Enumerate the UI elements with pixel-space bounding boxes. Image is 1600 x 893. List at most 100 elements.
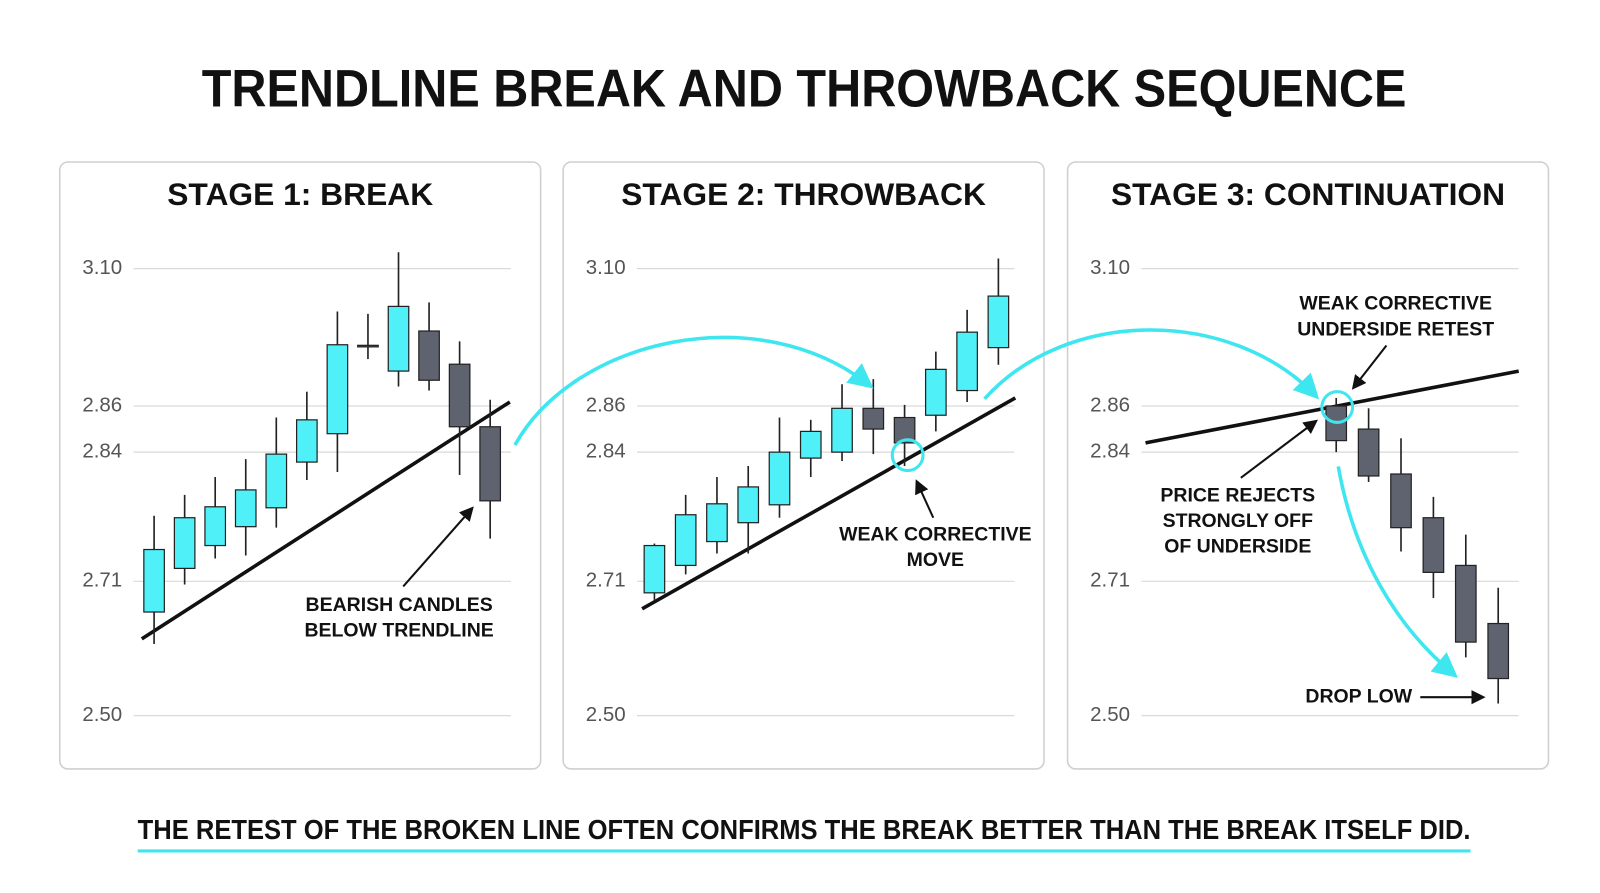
annotation-text: PRICE REJECTS: [1160, 484, 1315, 506]
candle-body: [265, 453, 288, 509]
candle: [265, 417, 288, 528]
y-tick-label: 3.10: [82, 256, 122, 279]
y-tick-label: 2.84: [82, 440, 122, 463]
annotation-arrow: [1351, 344, 1388, 390]
candle-body: [448, 363, 471, 428]
candle: [831, 384, 853, 462]
candle: [924, 351, 947, 432]
candle: [706, 476, 728, 554]
highlight-circle: [1320, 390, 1355, 424]
y-tick-label: 2.84: [586, 440, 626, 463]
candle: [799, 419, 822, 477]
candle-body: [768, 451, 791, 506]
candle-body: [737, 486, 760, 524]
candle: [387, 252, 410, 387]
candle-body: [387, 305, 410, 372]
y-tick-label: 2.50: [82, 703, 122, 726]
y-tick-label: 2.71: [82, 569, 122, 592]
annotation-text: MOVE: [907, 549, 964, 571]
annotation-text: WEAK CORRECTIVE: [1299, 293, 1492, 315]
candle: [987, 258, 1010, 365]
candle-body: [674, 514, 697, 567]
annotation-text: BELOW TRENDLINE: [304, 620, 493, 642]
candle: [1454, 534, 1477, 658]
annotation-text: STRONGLY OFF: [1163, 510, 1313, 532]
y-tick-label: 2.71: [586, 569, 626, 592]
candle-body: [479, 426, 502, 502]
y-tick-label: 2.86: [1090, 393, 1130, 416]
candle: [418, 302, 440, 391]
y-tick-label: 2.86: [82, 393, 122, 416]
candle-body: [1422, 517, 1445, 573]
panel-frame: [562, 161, 1045, 770]
connector-arrow: [513, 335, 874, 446]
y-tick-label: 2.71: [1090, 569, 1130, 592]
candle: [234, 459, 257, 556]
panel-frame: [1066, 161, 1550, 770]
candle: [674, 494, 697, 575]
candle-body: [799, 430, 822, 459]
candle-body: [1390, 473, 1412, 529]
candle-body: [1357, 428, 1380, 477]
footer-text: THE RETEST OF THE BROKEN LINE OFTEN CONF…: [138, 814, 1471, 845]
candle: [295, 391, 318, 480]
chart-panel: STAGE 1: BREAK 2.50 2.71 2.84 2.86 3.10 BEARIS…: [58, 161, 542, 770]
trendline: [140, 400, 511, 641]
candle: [862, 379, 885, 455]
candle-body: [357, 344, 379, 348]
candle-body: [295, 419, 318, 463]
overlay: [402, 328, 1486, 705]
candle: [173, 494, 196, 585]
trendline: [641, 396, 1017, 611]
candle: [1390, 438, 1412, 552]
candle-body: [956, 331, 978, 392]
candle: [1487, 587, 1510, 704]
candle-body: [173, 517, 196, 570]
candle: [143, 515, 165, 644]
candle-body: [987, 295, 1010, 349]
candle: [956, 309, 978, 402]
connector-arrow: [983, 328, 1320, 401]
annotation-text: UNDERSIDE RETEST: [1297, 318, 1494, 340]
panel-title: STAGE 2: THROWBACK: [621, 176, 986, 212]
highlight-circle: [890, 438, 925, 473]
annotation-text: WEAK CORRECTIVE: [839, 523, 1032, 545]
y-tick-label: 3.10: [586, 256, 626, 279]
drop-arrow: [1336, 466, 1458, 678]
annotation-text: BEARISH CANDLES: [306, 594, 493, 616]
y-tick-label: 2.86: [586, 393, 626, 416]
annotation-arrow: [1240, 419, 1318, 479]
candle-body: [862, 407, 885, 430]
candle: [737, 466, 760, 554]
candle: [893, 404, 916, 467]
candle-body: [204, 506, 227, 547]
candle-body: [831, 407, 853, 453]
candle: [1422, 496, 1445, 598]
chart-panel: STAGE 2: THROWBACK 2.50 2.71 2.84 2.86 3.10 WE…: [562, 161, 1045, 770]
candle: [204, 476, 227, 559]
candle-body: [1454, 564, 1477, 643]
candle: [643, 543, 666, 600]
panels: STAGE 1: BREAK 2.50 2.71 2.84 2.86 3.10 BEARIS…: [58, 161, 1550, 770]
y-tick-label: 2.50: [1090, 703, 1130, 726]
annotation-text: OF UNDERSIDE: [1164, 536, 1311, 558]
candle-body: [924, 368, 947, 416]
candle: [326, 311, 349, 473]
candle: [479, 399, 502, 539]
candle-body: [706, 503, 728, 543]
candle-body: [418, 330, 440, 381]
annotation-arrow: [402, 506, 474, 588]
candle: [448, 341, 471, 475]
candle-body: [143, 548, 165, 613]
y-tick-label: 3.10: [1090, 256, 1130, 279]
panel-title: STAGE 1: BREAK: [167, 176, 433, 212]
candle: [357, 313, 379, 360]
page-title: TRENDLINE BREAK AND THROWBACK SEQUENCE: [202, 59, 1407, 118]
candle-body: [234, 489, 257, 528]
candle-body: [643, 544, 666, 594]
panel-title: STAGE 3: CONTINUATION: [1111, 176, 1505, 212]
annotation-text: DROP LOW: [1305, 685, 1412, 707]
panel-frame: [58, 161, 542, 770]
annotation-arrow: [915, 479, 935, 519]
